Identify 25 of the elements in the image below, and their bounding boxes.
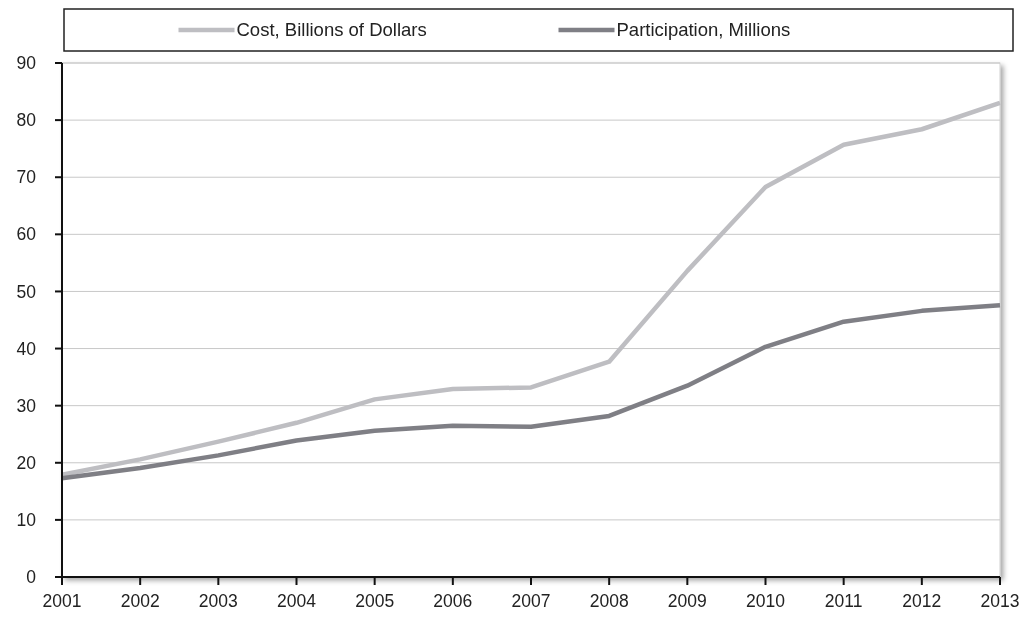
y-tick-label: 60 [16,224,37,245]
y-tick-label: 50 [16,281,37,302]
y-tick-label: 10 [16,510,37,531]
x-tick-label: 2002 [120,591,160,611]
x-tick-label: 2009 [667,591,707,611]
x-tick-label: 2007 [511,591,551,611]
y-tick-label: 90 [16,53,37,74]
x-tick-label: 2005 [355,591,395,611]
x-tick-label: 2003 [198,591,238,611]
y-tick-label: 0 [26,567,37,588]
legend-label: Cost, Billions of Dollars [236,19,427,41]
x-tick-label: 2010 [746,591,786,611]
x-tick-label: 2001 [42,591,82,611]
x-tick-label: 2006 [433,591,473,611]
x-tick-label: 2012 [902,591,942,611]
x-tick-label: 2004 [277,591,317,611]
y-tick-label: 40 [16,338,37,359]
y-tick-label: 30 [16,395,37,416]
legend-label: Participation, Millions [616,19,791,41]
y-tick-label: 20 [16,452,37,473]
x-tick-label: 2011 [824,591,863,611]
x-tick-label: 2008 [589,591,629,611]
x-tick-label: 2013 [980,591,1020,611]
y-tick-label: 80 [16,110,37,131]
y-tick-label: 70 [16,167,37,188]
